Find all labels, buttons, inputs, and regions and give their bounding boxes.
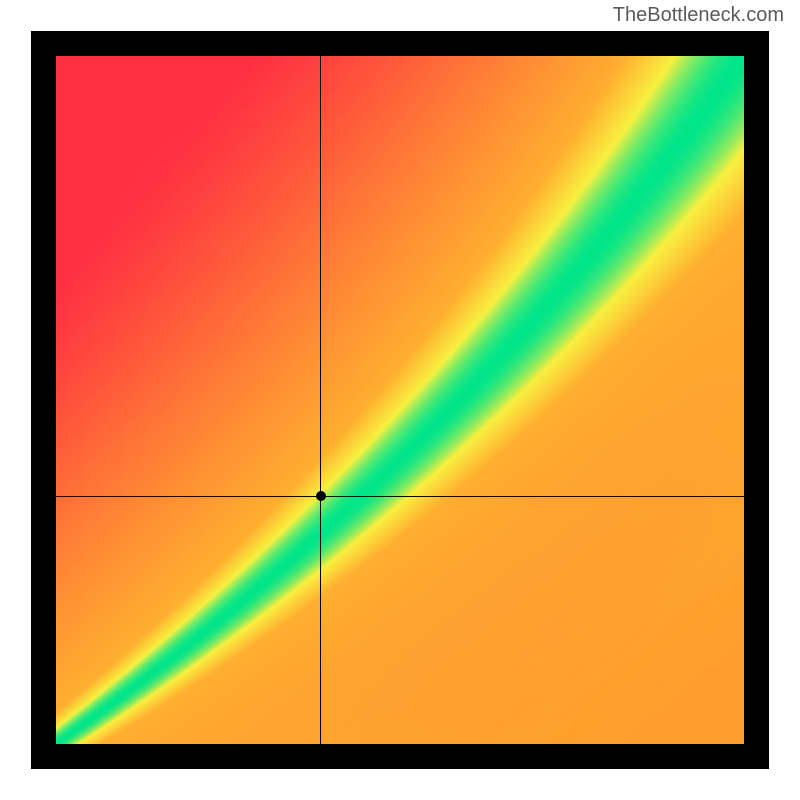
crosshair-horizontal — [56, 496, 744, 497]
heatmap-canvas — [56, 56, 744, 744]
chart-frame — [31, 31, 769, 769]
data-point — [316, 491, 326, 501]
heatmap-plot — [56, 56, 744, 744]
chart-container: TheBottleneck.com — [0, 0, 800, 800]
watermark-text: TheBottleneck.com — [613, 4, 784, 27]
crosshair-vertical — [320, 56, 321, 744]
